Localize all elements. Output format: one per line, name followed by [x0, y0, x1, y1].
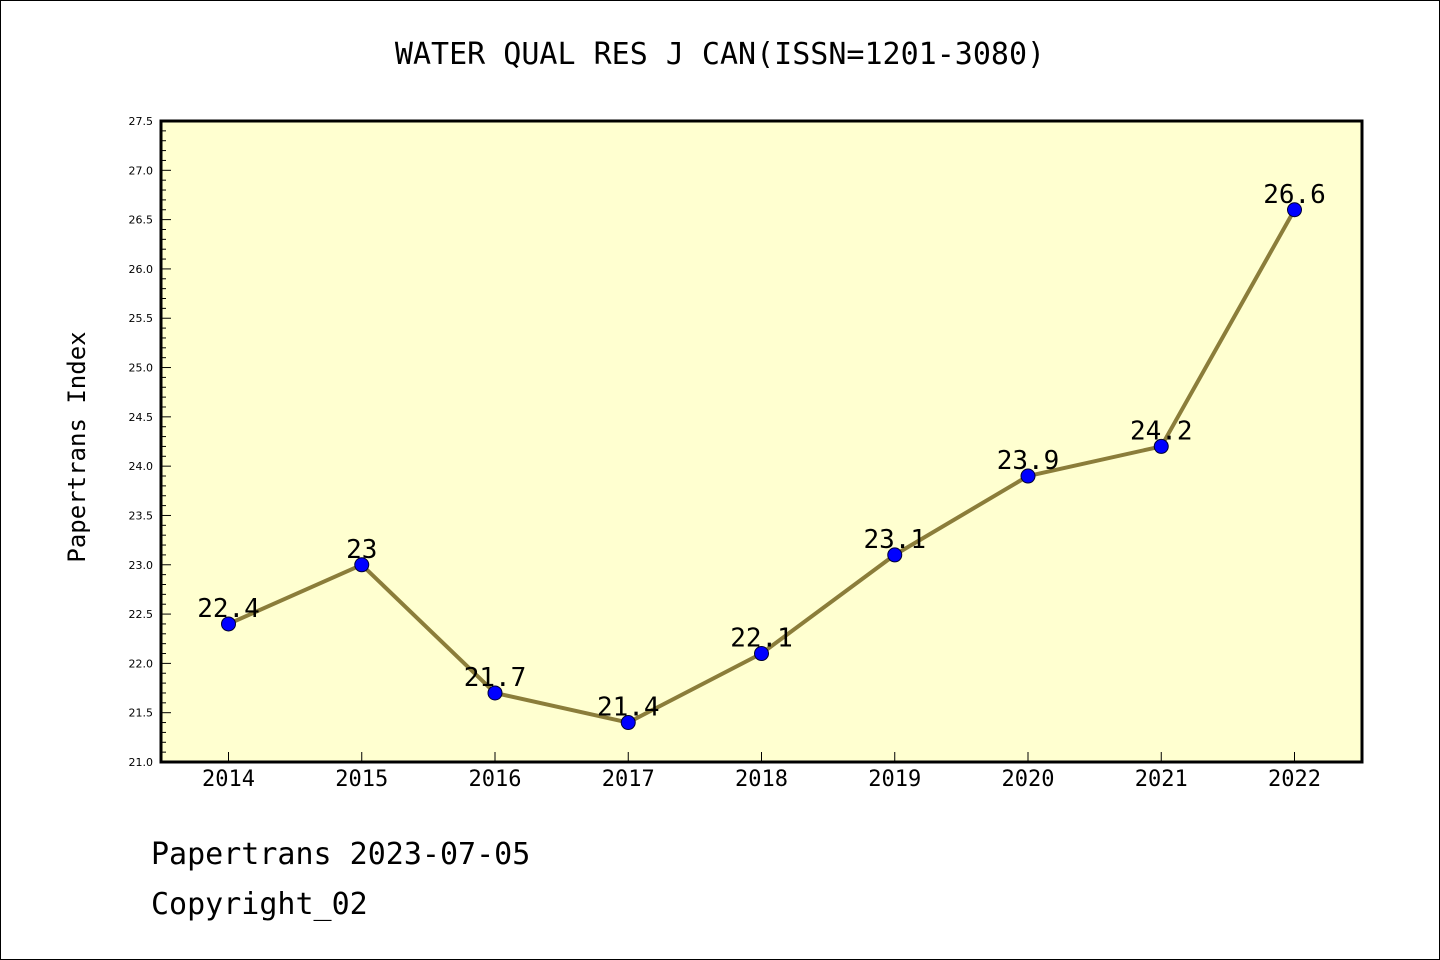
data-label: 21.4: [597, 693, 660, 723]
y-tick-label: 24.5: [129, 411, 154, 424]
data-label: 22.4: [197, 594, 260, 624]
data-point: [354, 557, 370, 573]
x-tick-label: 2020: [1002, 767, 1055, 792]
data-label: 23: [346, 535, 377, 565]
data-point: [221, 616, 236, 632]
y-axis: 21.0 21.5 22.0 22.5 23.0 23.5 24.0 24.5 25.0 25.5…: [129, 115, 171, 769]
x-axis: 2014 2015 2016 2017 2018 2019 2020 2021 2022: [202, 752, 1321, 792]
source-text: Papertrans 2023-07-05: [151, 837, 531, 872]
x-tick-label: 2018: [735, 767, 788, 792]
data-label: 23.1: [863, 525, 926, 555]
y-tick-label: 25.5: [129, 312, 154, 325]
y-tick-label: 26.5: [129, 214, 154, 227]
chart-title: WATER QUAL RES J CAN(ISSN=1201-3080): [394, 37, 1046, 72]
data-point: [1153, 438, 1169, 454]
data-label: 22.1: [730, 624, 793, 654]
data-point: [1020, 468, 1036, 484]
x-tick-label: 2022: [1268, 767, 1321, 792]
y-tick-label: 21.0: [129, 756, 154, 769]
y-tick-label: 22.5: [129, 608, 154, 621]
data-label: 21.7: [464, 663, 527, 693]
y-tick-label: 21.5: [129, 707, 154, 720]
x-tick-label: 2017: [602, 767, 655, 792]
data-label: 24.2: [1130, 416, 1193, 446]
x-tick-label: 2021: [1135, 767, 1188, 792]
copyright-text: Copyright_02: [151, 887, 368, 922]
data-point: [1287, 202, 1302, 218]
data-point: [754, 646, 769, 662]
y-tick-label: 26.0: [129, 263, 154, 276]
y-tick-label: 24.0: [129, 460, 154, 473]
x-tick-label: 2014: [202, 767, 255, 792]
y-tick-label: 27.0: [129, 164, 154, 177]
y-tick-label: 23.5: [129, 509, 154, 522]
x-tick-label: 2016: [469, 767, 522, 792]
data-point: [887, 547, 903, 563]
x-tick-label: 2015: [335, 767, 388, 792]
x-tick-label: 2019: [868, 767, 921, 792]
data-point: [620, 715, 636, 731]
series-layer: 22.4 23 21.7 21.4 22.1 23.1 23.9 24.2 26.6: [197, 180, 1326, 731]
y-tick-label: 27.5: [129, 115, 154, 128]
data-point: [487, 685, 503, 701]
data-label: 26.6: [1263, 180, 1326, 210]
y-tick-label: 25.0: [129, 362, 154, 375]
y-axis-label: Papertrans Index: [63, 331, 91, 563]
data-label: 23.9: [997, 446, 1060, 476]
y-tick-label: 23.0: [129, 559, 154, 572]
y-tick-label: 22.0: [129, 657, 154, 670]
